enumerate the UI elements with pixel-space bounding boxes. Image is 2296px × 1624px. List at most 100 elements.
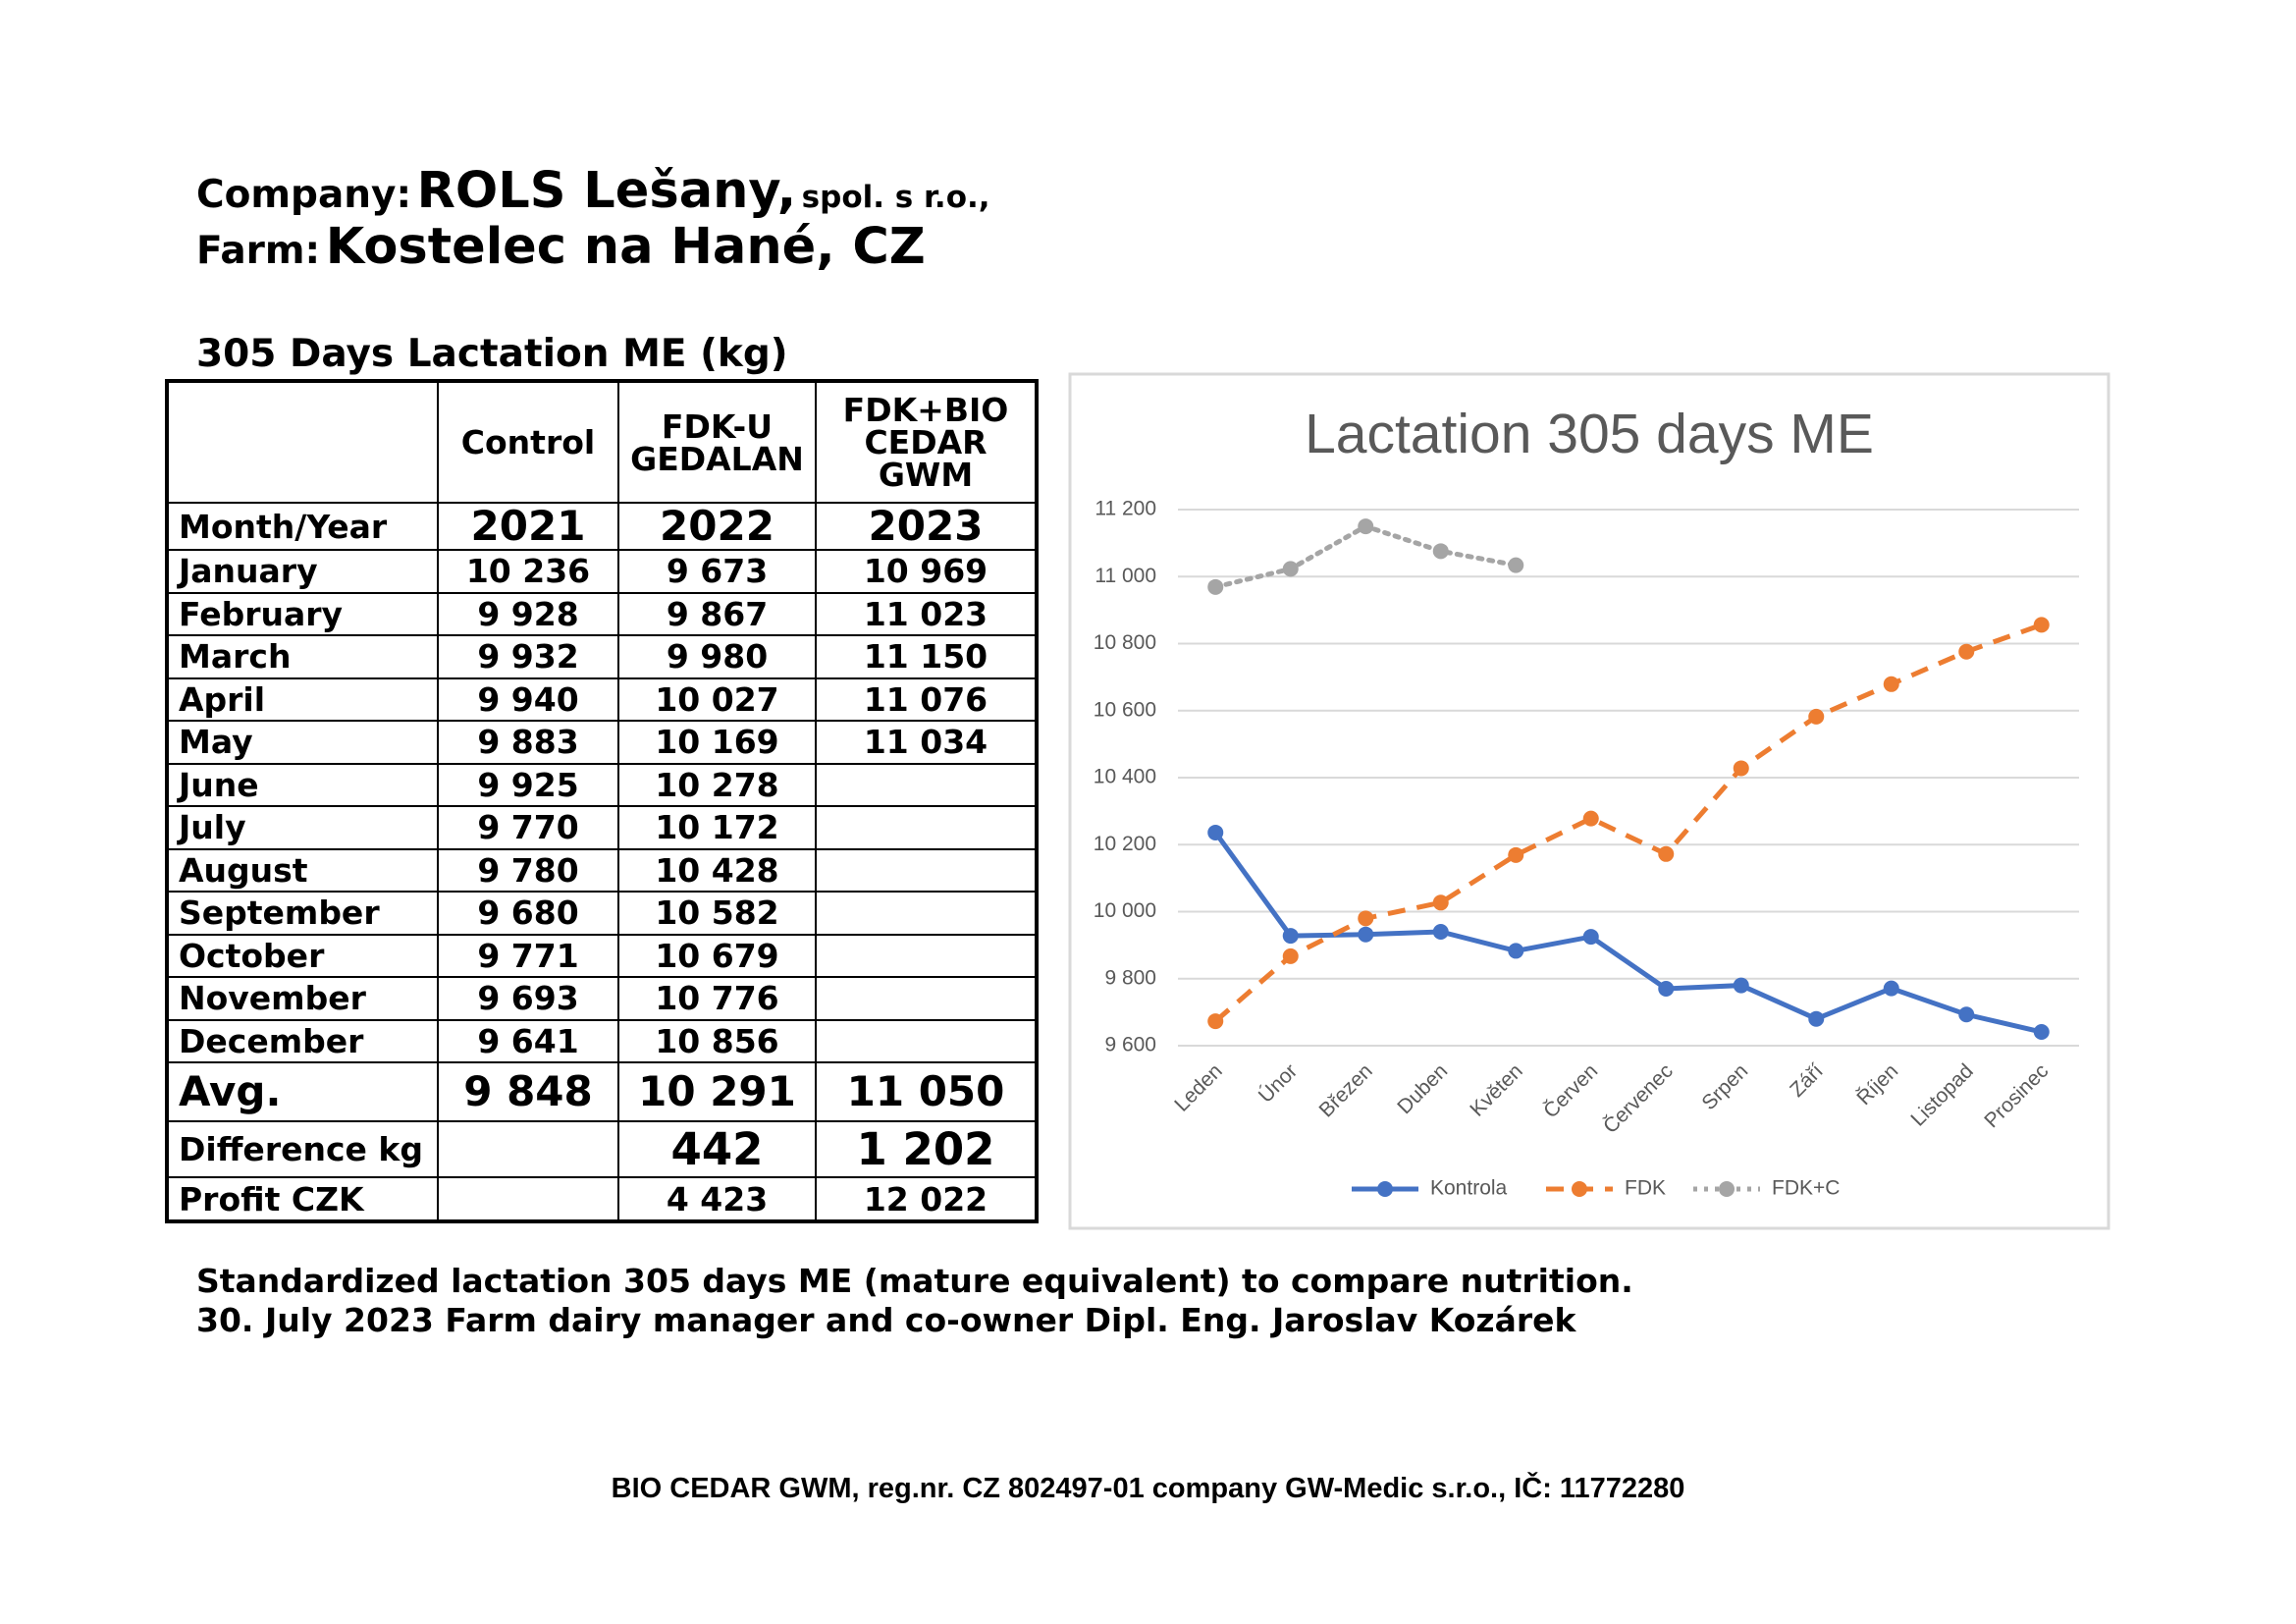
month-row: January 10 236 9 673 10 969 <box>166 549 1038 594</box>
table-cell: 9 680 <box>437 891 619 936</box>
data-point <box>1508 943 1524 959</box>
chart-title: Lactation 305 days ME <box>1305 403 1874 465</box>
data-table: Control FDK-U GEDALAN FDK+BIO CEDAR GWM Mon… <box>165 379 1039 1223</box>
table-cell: Control <box>437 380 619 504</box>
data-point <box>1658 980 1675 997</box>
table-cell: 10 776 <box>617 976 817 1021</box>
company-label: Company: <box>196 173 412 217</box>
table-cell: Month/Year <box>166 502 439 551</box>
table-cell: 9 673 <box>617 549 817 594</box>
legend-label: FDK <box>1625 1177 1666 1200</box>
table-cell: December <box>166 1018 439 1063</box>
profit-row: Profit CZK 4 423 12 022 <box>166 1176 1038 1222</box>
data-point <box>1207 1013 1224 1030</box>
table-cell: March <box>166 634 439 679</box>
table-cell: 10 679 <box>617 933 817 978</box>
table-cell: 10 169 <box>617 720 817 765</box>
table-cell: 9 928 <box>437 591 619 636</box>
table-cell: 9 770 <box>437 805 619 850</box>
table-cell: 2023 <box>815 502 1038 551</box>
data-point <box>1733 760 1749 777</box>
table-cell: 10 291 <box>617 1061 817 1122</box>
series-line <box>1213 831 2043 1035</box>
table-cell: 11 023 <box>815 591 1038 636</box>
month-row: May 9 883 10 169 11 034 <box>166 720 1038 765</box>
month-row: December 9 641 10 856 <box>166 1018 1038 1063</box>
table-cell: 12 022 <box>815 1176 1038 1222</box>
table-cell <box>815 762 1038 807</box>
data-point <box>1958 1006 1975 1023</box>
data-point <box>2033 617 2050 633</box>
month-row: February 9 928 9 867 11 023 <box>166 591 1038 636</box>
data-point <box>1883 676 1899 692</box>
data-point <box>1207 578 1224 595</box>
table-cell: 9 641 <box>437 1018 619 1063</box>
table-cell: 9 883 <box>437 720 619 765</box>
data-point <box>1432 923 1449 940</box>
table-cell: 2021 <box>437 502 619 551</box>
table-cell: 10 582 <box>617 891 817 936</box>
y-tick-label: 11 000 <box>1095 565 1156 587</box>
table-cell: 10 236 <box>437 549 619 594</box>
table-cell: October <box>166 933 439 978</box>
table-cell: 10 027 <box>617 677 817 722</box>
table-cell <box>815 976 1038 1021</box>
month-row: June 9 925 10 278 <box>166 762 1038 807</box>
table-cell: 11 076 <box>815 677 1038 722</box>
table-cell: September <box>166 891 439 936</box>
table-cell <box>437 1120 619 1178</box>
data-point <box>1282 928 1299 945</box>
table-cell: 9 940 <box>437 677 619 722</box>
data-point <box>1658 845 1675 862</box>
y-tick-label: 10 000 <box>1094 899 1156 922</box>
table-title: 305 Days Lactation ME (kg) <box>196 332 788 376</box>
table-cell: 2022 <box>617 502 817 551</box>
legend-label: Kontrola <box>1430 1177 1508 1200</box>
header-row: Control FDK-U GEDALAN FDK+BIO CEDAR GWM <box>166 380 1038 504</box>
table-cell: 10 856 <box>617 1018 817 1063</box>
table-cell: 9 848 <box>437 1061 619 1122</box>
difference-row: Difference kg 442 1 202 <box>166 1120 1038 1178</box>
y-tick-label: 10 200 <box>1094 833 1156 855</box>
table-cell: 9 932 <box>437 634 619 679</box>
table-cell: January <box>166 549 439 594</box>
data-point <box>2033 1024 2050 1041</box>
month-row: April 9 940 10 027 11 076 <box>166 677 1038 722</box>
table-cell: November <box>166 976 439 1021</box>
table-cell: February <box>166 591 439 636</box>
month-row: March 9 932 9 980 11 150 <box>166 634 1038 679</box>
table-cell: July <box>166 805 439 850</box>
table-cell <box>815 891 1038 936</box>
data-point <box>1207 824 1224 840</box>
table-cell: 9 780 <box>437 847 619 893</box>
data-point <box>1958 643 1975 660</box>
data-point <box>1508 846 1524 863</box>
table-cell: 442 <box>617 1120 817 1178</box>
data-point <box>1808 1010 1825 1027</box>
table-cell <box>437 1176 619 1222</box>
month-row: November 9 693 10 776 <box>166 976 1038 1021</box>
note: Standardized lactation 305 days ME (matu… <box>196 1262 1633 1300</box>
data-point <box>1358 926 1374 943</box>
month-row: July 9 770 10 172 <box>166 805 1038 850</box>
legend-marker <box>1719 1181 1735 1197</box>
data-point <box>1582 810 1599 827</box>
y-tick-label: 9 600 <box>1104 1034 1156 1056</box>
table-cell: 9 925 <box>437 762 619 807</box>
table-cell: 11 034 <box>815 720 1038 765</box>
table-cell: Avg. <box>166 1061 439 1122</box>
data-point <box>1582 929 1599 946</box>
legend-marker <box>1377 1181 1393 1197</box>
table-cell: 10 172 <box>617 805 817 850</box>
table-cell: FDK-U GEDALAN <box>617 380 817 504</box>
table-cell: FDK+BIO CEDAR GWM <box>815 380 1038 504</box>
data-point <box>1508 557 1524 573</box>
table-cell: 11 150 <box>815 634 1038 679</box>
company-name: ROLS Lešany, <box>416 162 797 220</box>
table-cell: August <box>166 847 439 893</box>
data-point <box>1282 561 1299 577</box>
farm-line: Farm: Kostelec na Hané, CZ <box>196 218 926 276</box>
table-cell: 10 969 <box>815 549 1038 594</box>
table-cell: 9 693 <box>437 976 619 1021</box>
